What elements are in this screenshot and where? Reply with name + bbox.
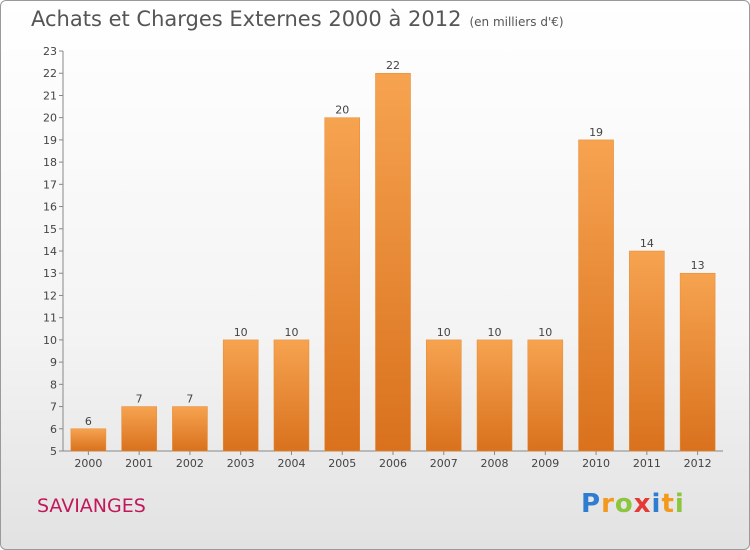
x-tick-label: 2008 xyxy=(481,457,509,470)
y-tick-label: 6 xyxy=(50,423,57,436)
bar-value-label: 10 xyxy=(284,326,298,339)
bar-2012 xyxy=(679,272,716,452)
bar-2009 xyxy=(527,339,564,452)
x-tick-label: 2001 xyxy=(125,457,153,470)
y-tick-label: 21 xyxy=(43,89,57,102)
x-tick-label: 2009 xyxy=(531,457,559,470)
y-tick-label: 23 xyxy=(43,45,57,58)
bar-2003 xyxy=(222,339,259,452)
bar-value-label: 19 xyxy=(589,126,603,139)
bar-value-label: 6 xyxy=(85,415,92,428)
bar-2005 xyxy=(324,117,360,452)
x-tick-label: 2007 xyxy=(430,457,458,470)
axes: 5 6 7 8 9 10 11 12 13 14 15 16 17 18 19 20 21 22 23 2000 200… xyxy=(43,45,723,470)
y-tick-label: 10 xyxy=(43,334,57,347)
bar-2006 xyxy=(375,72,411,452)
bar-2002 xyxy=(172,406,208,452)
x-tick-label: 2000 xyxy=(74,457,102,470)
y-tick-label: 15 xyxy=(43,223,57,236)
bar-value-label: 14 xyxy=(640,237,654,250)
bar-value-label: 7 xyxy=(186,393,193,406)
y-tick-label: 11 xyxy=(43,312,57,325)
bar-2001 xyxy=(121,406,157,452)
bar-2010 xyxy=(578,139,614,452)
y-tick-label: 20 xyxy=(43,112,57,125)
bar-value-label: 10 xyxy=(234,326,248,339)
x-tick-label: 2006 xyxy=(379,457,407,470)
x-tick-label: 2004 xyxy=(277,457,305,470)
x-tick-label: 2010 xyxy=(582,457,610,470)
bar-2000 xyxy=(70,428,107,452)
bar-value-label: 22 xyxy=(386,59,400,72)
y-tick-label: 18 xyxy=(43,156,57,169)
y-tick-label: 19 xyxy=(43,134,57,147)
bars: 6 7 7 10 10 20 22 10 10 10 19 14 13 xyxy=(70,59,716,452)
proxiti-logo: Proxiti xyxy=(581,489,685,519)
y-tick-label: 13 xyxy=(43,267,57,280)
y-tick-label: 8 xyxy=(50,378,57,391)
y-tick-label: 9 xyxy=(50,356,57,369)
chart-subtitle: (en milliers d'€) xyxy=(469,15,564,29)
town-name: SAVIANGES xyxy=(37,495,146,517)
x-tick-label: 2011 xyxy=(633,457,661,470)
bar-2004 xyxy=(273,339,310,452)
x-tick-label: 2002 xyxy=(176,457,204,470)
x-tick-label: 2003 xyxy=(227,457,255,470)
bar-2007 xyxy=(426,339,462,452)
y-tick-label: 14 xyxy=(43,245,57,258)
bar-value-label: 10 xyxy=(437,326,451,339)
bar-2008 xyxy=(476,339,513,452)
y-tick-label: 7 xyxy=(50,401,57,414)
y-tick-label: 22 xyxy=(43,67,57,80)
bar-value-label: 10 xyxy=(488,326,502,339)
bar-value-label: 10 xyxy=(538,326,552,339)
chart-title-text: Achats et Charges Externes 2000 à 2012 xyxy=(31,7,462,31)
y-tick-label: 12 xyxy=(43,289,57,302)
y-tick-label: 17 xyxy=(43,178,57,191)
bar-value-label: 7 xyxy=(136,393,143,406)
chart-title: Achats et Charges Externes 2000 à 2012 (e… xyxy=(31,7,564,31)
bar-2011 xyxy=(629,250,665,452)
bar-value-label: 20 xyxy=(335,104,349,117)
x-tick-label: 2012 xyxy=(684,457,712,470)
y-tick-label: 5 xyxy=(50,445,57,458)
bar-value-label: 13 xyxy=(691,259,705,272)
y-tick-label: 16 xyxy=(43,201,57,214)
x-tick-label: 2005 xyxy=(328,457,356,470)
